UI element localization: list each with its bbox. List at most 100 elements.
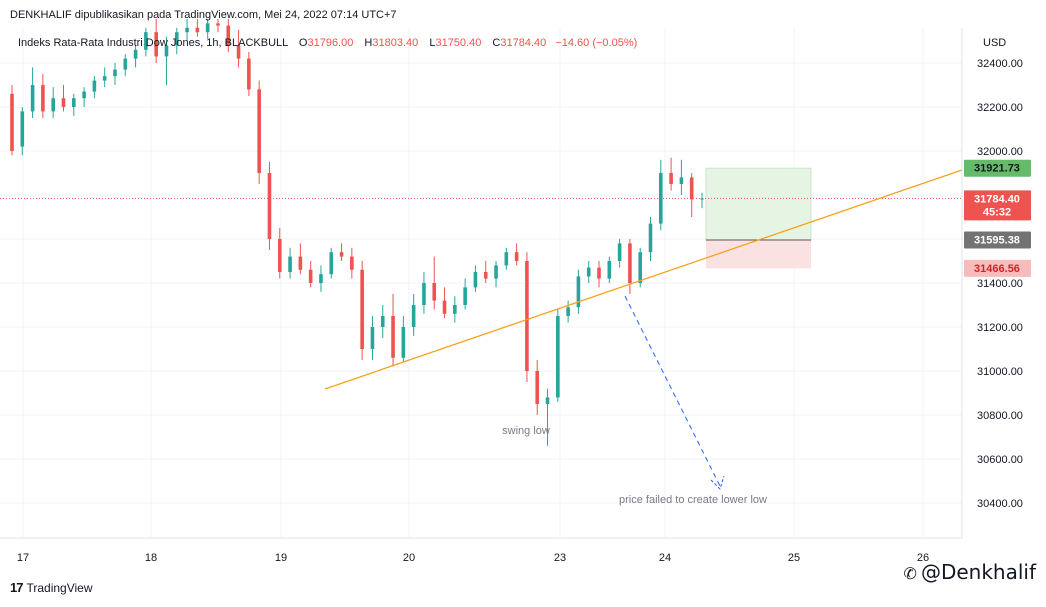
stop-price-tag-text: 31466.56 xyxy=(974,263,1020,275)
price-tick-label: 30400.00 xyxy=(977,498,1023,510)
entry-price-tag xyxy=(964,231,1031,249)
candle-body xyxy=(92,80,97,92)
candle-body xyxy=(380,316,385,327)
open-value: 31796.00 xyxy=(307,37,354,49)
candle-body xyxy=(638,252,643,283)
candle-body xyxy=(659,173,663,224)
tradingview-mark-icon: 17 xyxy=(10,580,24,595)
candle-body xyxy=(102,76,107,81)
candle-body xyxy=(257,89,261,173)
time-axis[interactable]: 17 18 19 20 23 24 25 26 xyxy=(17,552,929,564)
price-tick-label: 32400.00 xyxy=(977,58,1023,70)
projection-arrow[interactable] xyxy=(624,295,721,487)
candle-body xyxy=(174,32,179,46)
candle-body xyxy=(679,177,684,184)
stop-price-tag xyxy=(964,259,1031,277)
high-label: H xyxy=(364,37,373,49)
open-label: O xyxy=(298,37,308,49)
candle-body xyxy=(277,239,282,272)
candle-body xyxy=(267,173,272,239)
time-tick-label: 19 xyxy=(275,552,287,564)
candle-body xyxy=(525,261,529,371)
candle-body xyxy=(566,307,570,316)
price-tick-label: 31400.00 xyxy=(977,278,1023,290)
candle-body xyxy=(535,371,540,404)
candle-body xyxy=(483,272,488,279)
candle-body xyxy=(494,265,498,279)
close-label: C xyxy=(492,37,501,49)
candles xyxy=(10,19,704,446)
candle-body xyxy=(30,85,35,112)
stop-loss-zone[interactable] xyxy=(706,240,811,269)
candle-body xyxy=(360,269,364,349)
publisher-caption: DENKHALIF dipublikasikan pada TradingVie… xyxy=(10,9,397,21)
candle-body xyxy=(298,256,303,270)
price-tick-label: 31200.00 xyxy=(977,322,1023,334)
candle-body xyxy=(51,98,55,112)
candle-body xyxy=(617,243,622,261)
high-value: 31803.40 xyxy=(372,37,419,49)
candle-body xyxy=(329,252,334,275)
candle-body xyxy=(339,252,344,257)
candle-body xyxy=(669,173,673,184)
price-tick-label: 30800.00 xyxy=(977,410,1023,422)
candle-body xyxy=(195,27,200,33)
time-tick-label: 18 xyxy=(145,552,157,564)
candle-body xyxy=(154,32,158,57)
last-price-tag-text: 45:32 xyxy=(983,206,1011,218)
symbol-legend: Indeks Rata-Rata Industri Dow Jones, 1h,… xyxy=(18,37,637,49)
chart-grid xyxy=(0,28,962,538)
low-value: 31750.40 xyxy=(435,37,482,49)
candle-body xyxy=(453,305,457,314)
candle-body xyxy=(164,45,169,57)
candle-body xyxy=(133,49,138,59)
candle-body xyxy=(247,58,251,90)
candle-body xyxy=(123,58,128,70)
price-tick-label: 32200.00 xyxy=(977,102,1023,114)
time-tick-label: 25 xyxy=(788,552,800,564)
swing-low-label: swing low xyxy=(502,425,550,437)
low-label: L xyxy=(429,37,436,49)
candle-body xyxy=(504,252,509,266)
candle-body xyxy=(514,252,519,261)
candle-body xyxy=(700,198,704,200)
time-tick-label: 24 xyxy=(659,552,671,564)
candle-body xyxy=(144,32,148,50)
symbol-name[interactable]: Indeks Rata-Rata Industri Dow Jones, 1h,… xyxy=(18,37,288,49)
candle-body xyxy=(442,300,447,314)
entry-price-tag-text: 31595.38 xyxy=(974,235,1020,247)
currency-label: USD xyxy=(983,37,1006,49)
candle-body xyxy=(411,305,416,327)
price-tick-label: 31000.00 xyxy=(977,366,1023,378)
close-value: 31784.40 xyxy=(500,37,547,49)
candle-body xyxy=(401,327,406,358)
price-axis[interactable]: 32400.0032200.0032000.0031800.0031600.00… xyxy=(977,58,1023,510)
candle-body xyxy=(432,283,437,301)
trendline[interactable] xyxy=(324,169,963,390)
change-value: −14.60 (−0.05%) xyxy=(555,37,638,49)
candle-body xyxy=(576,276,581,308)
candle-body xyxy=(473,272,478,288)
candle-body xyxy=(216,23,220,26)
candle-body xyxy=(41,85,45,112)
price-tick-label: 30600.00 xyxy=(977,454,1023,466)
candle-body xyxy=(205,23,210,33)
candle-body xyxy=(463,287,467,305)
candle-body xyxy=(288,256,292,272)
tradingview-logo[interactable]: 17 TradingView xyxy=(10,580,93,595)
candle-body xyxy=(545,397,550,404)
profit-target-zone[interactable] xyxy=(705,167,812,241)
candle-body xyxy=(82,91,86,99)
price-tick-label: 32000.00 xyxy=(977,146,1023,158)
candle-body xyxy=(422,283,426,305)
last-price-tag xyxy=(964,190,1031,221)
candle-body xyxy=(350,256,354,270)
target-price-tag xyxy=(964,159,1031,177)
candle-body xyxy=(61,98,66,107)
watermark-handle: @Denkhalif xyxy=(920,560,1036,584)
time-tick-label: 26 xyxy=(917,552,929,564)
candle-body xyxy=(319,274,323,283)
candle-body xyxy=(648,223,653,253)
